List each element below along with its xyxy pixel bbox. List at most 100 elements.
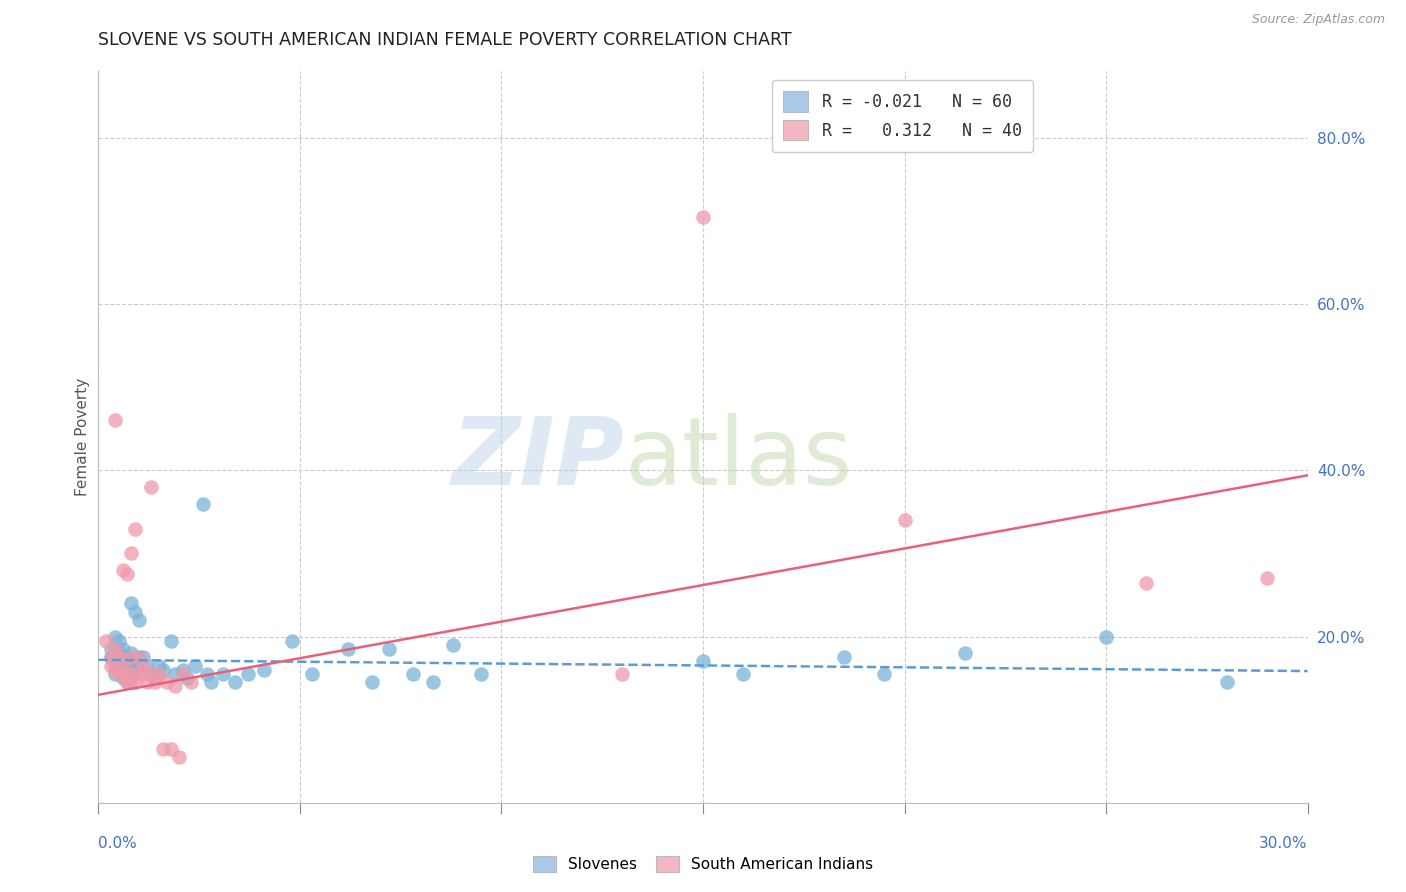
Point — [692, 655, 714, 669]
Point — [873, 667, 896, 681]
Point — [402, 667, 425, 681]
Point — [111, 667, 134, 681]
Legend: R = -0.021   N = 60, R =   0.312   N = 40: R = -0.021 N = 60, R = 0.312 N = 40 — [772, 79, 1033, 152]
Point — [172, 663, 194, 677]
Point — [124, 675, 146, 690]
Text: Source: ZipAtlas.com: Source: ZipAtlas.com — [1251, 13, 1385, 27]
Point — [111, 563, 134, 577]
Point — [107, 667, 129, 681]
Point — [163, 680, 186, 694]
Point — [212, 667, 235, 681]
Point — [135, 658, 157, 673]
Legend: Slovenes, South American Indians: Slovenes, South American Indians — [526, 848, 880, 880]
Point — [103, 642, 125, 657]
Point — [132, 658, 155, 673]
Point — [139, 667, 162, 681]
Point — [100, 650, 122, 665]
Point — [128, 613, 150, 627]
Point — [470, 667, 492, 681]
Point — [160, 741, 183, 756]
Point — [281, 633, 304, 648]
Point — [128, 650, 150, 665]
Point — [1095, 630, 1118, 644]
Point — [337, 642, 360, 657]
Point — [236, 667, 259, 681]
Point — [132, 650, 155, 665]
Point — [115, 658, 138, 673]
Point — [1256, 571, 1278, 585]
Point — [96, 633, 118, 648]
Text: atlas: atlas — [624, 413, 852, 505]
Point — [128, 650, 150, 665]
Point — [115, 567, 138, 582]
Point — [120, 650, 142, 665]
Point — [893, 513, 915, 527]
Point — [184, 658, 207, 673]
Text: ZIP: ZIP — [451, 413, 624, 505]
Point — [120, 596, 142, 610]
Point — [733, 667, 755, 681]
Text: 30.0%: 30.0% — [1260, 836, 1308, 851]
Point — [200, 675, 222, 690]
Point — [832, 650, 855, 665]
Point — [180, 675, 202, 690]
Point — [100, 642, 122, 657]
Point — [195, 667, 218, 681]
Point — [953, 646, 976, 660]
Point — [111, 663, 134, 677]
Point — [156, 675, 179, 690]
Point — [139, 480, 162, 494]
Point — [103, 658, 125, 673]
Point — [135, 675, 157, 690]
Point — [224, 675, 246, 690]
Point — [692, 210, 714, 224]
Point — [107, 646, 129, 660]
Point — [163, 667, 186, 681]
Point — [143, 675, 166, 690]
Point — [107, 655, 129, 669]
Point — [111, 642, 134, 657]
Point — [148, 658, 170, 673]
Text: SLOVENE VS SOUTH AMERICAN INDIAN FEMALE POVERTY CORRELATION CHART: SLOVENE VS SOUTH AMERICAN INDIAN FEMALE … — [98, 31, 792, 49]
Point — [139, 667, 162, 681]
Point — [124, 658, 146, 673]
Point — [193, 497, 215, 511]
Point — [111, 658, 134, 673]
Point — [107, 663, 129, 677]
Point — [115, 667, 138, 681]
Point — [107, 633, 129, 648]
Point — [115, 675, 138, 690]
Y-axis label: Female Poverty: Female Poverty — [75, 378, 90, 496]
Point — [128, 663, 150, 677]
Point — [301, 667, 323, 681]
Point — [103, 413, 125, 427]
Point — [1135, 575, 1157, 590]
Point — [120, 646, 142, 660]
Point — [103, 630, 125, 644]
Point — [167, 750, 190, 764]
Point — [148, 667, 170, 681]
Point — [120, 675, 142, 690]
Point — [1216, 675, 1239, 690]
Point — [422, 675, 444, 690]
Point — [143, 671, 166, 685]
Point — [124, 521, 146, 535]
Point — [100, 658, 122, 673]
Point — [100, 650, 122, 665]
Point — [103, 663, 125, 677]
Point — [124, 605, 146, 619]
Point — [253, 663, 276, 677]
Text: 0.0%: 0.0% — [98, 836, 138, 851]
Point — [120, 546, 142, 560]
Point — [115, 675, 138, 690]
Point — [152, 663, 174, 677]
Point — [377, 642, 399, 657]
Point — [107, 650, 129, 665]
Point — [115, 650, 138, 665]
Point — [111, 671, 134, 685]
Point — [111, 650, 134, 665]
Point — [103, 667, 125, 681]
Point — [124, 667, 146, 681]
Point — [152, 741, 174, 756]
Point — [612, 667, 634, 681]
